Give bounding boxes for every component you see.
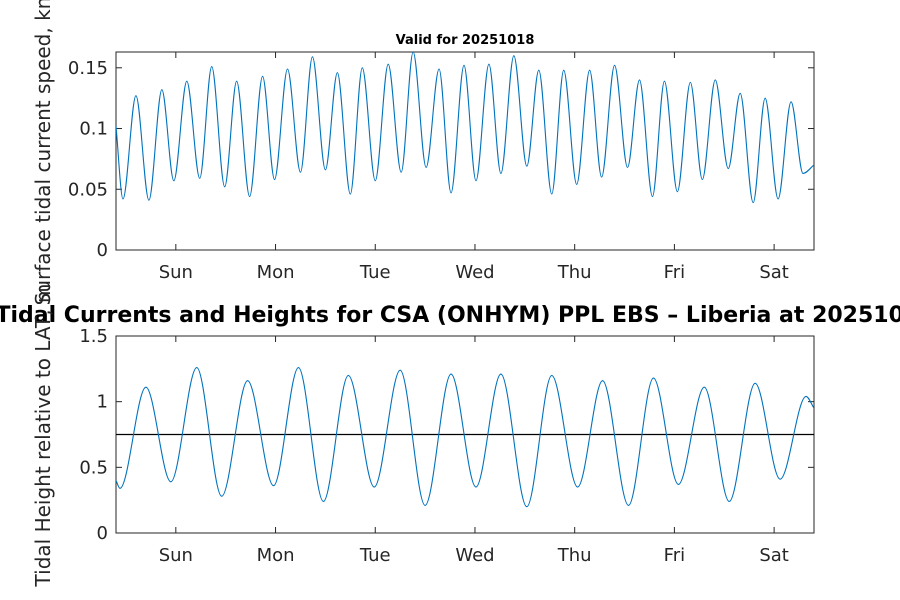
current-speed-xtick-label: Mon: [257, 262, 295, 283]
current-speed-xtick-label: Sun: [159, 262, 193, 283]
current-speed-ytick-label: 0.1: [79, 119, 108, 140]
current-speed-axes: [115, 51, 815, 251]
current-speed-ylabel: Surface tidal current speed, kn: [31, 0, 55, 305]
current-speed-ytick-label: 0.15: [68, 58, 108, 79]
figure-suptitle: Tidal Currents and Heights for CSA (ONHY…: [0, 303, 900, 328]
tidal-height-ytick-label: 1.5: [79, 326, 108, 347]
tidal-height-xtick-label: Thu: [557, 545, 592, 566]
tidal-height-series-line: [116, 366, 814, 508]
tidal-height-xtick-label: Fri: [664, 545, 685, 566]
current-speed-xtick-label: Thu: [557, 262, 592, 283]
tidal-height-ytick-label: 0: [97, 523, 108, 544]
tidal-height-xtick-label: Sun: [159, 545, 193, 566]
tidal-height-ytick-label: 1: [97, 392, 108, 413]
current-speed-title: Valid for 20251018: [396, 33, 535, 48]
current-speed-marks: 0 0.05 0.1 0.15 Sun Mon Tue Wed Thu Fri Sat: [68, 52, 814, 283]
tidal-height-ytick-label: 0.5: [79, 457, 108, 478]
current-speed-xtick-label: Fri: [664, 262, 685, 283]
tidal-height-marks: 0 0.5 1 1.5 Sun Mon Tue Wed Thu Fri Sat: [79, 326, 814, 566]
current-speed-ytick-label: 0.05: [68, 179, 108, 200]
tidal-height-xtick-label: Wed: [455, 545, 494, 566]
current-speed-ytick-label: 0: [97, 240, 108, 261]
current-speed-panel: 0 0.05 0.1 0.15 Sun Mon Tue Wed Thu Fri Sat Valid …: [31, 0, 815, 305]
current-speed-xtick-label: Tue: [359, 262, 391, 283]
tidal-height-panel: 0 0.5 1 1.5 Sun Mon Tue Wed Thu Fri Sat Tidal Curr…: [0, 284, 900, 588]
tidal-height-xtick-label: Mon: [257, 545, 295, 566]
current-speed-series-line: [116, 52, 814, 204]
current-speed-xtick-label: Sat: [759, 262, 789, 283]
current-speed-xtick-label: Wed: [455, 262, 494, 283]
tidal-height-xtick-label: Tue: [359, 545, 391, 566]
tidal-height-ylabel: Tidal Height relative to LAT, m: [31, 284, 55, 588]
tidal-height-xtick-label: Sat: [759, 545, 789, 566]
